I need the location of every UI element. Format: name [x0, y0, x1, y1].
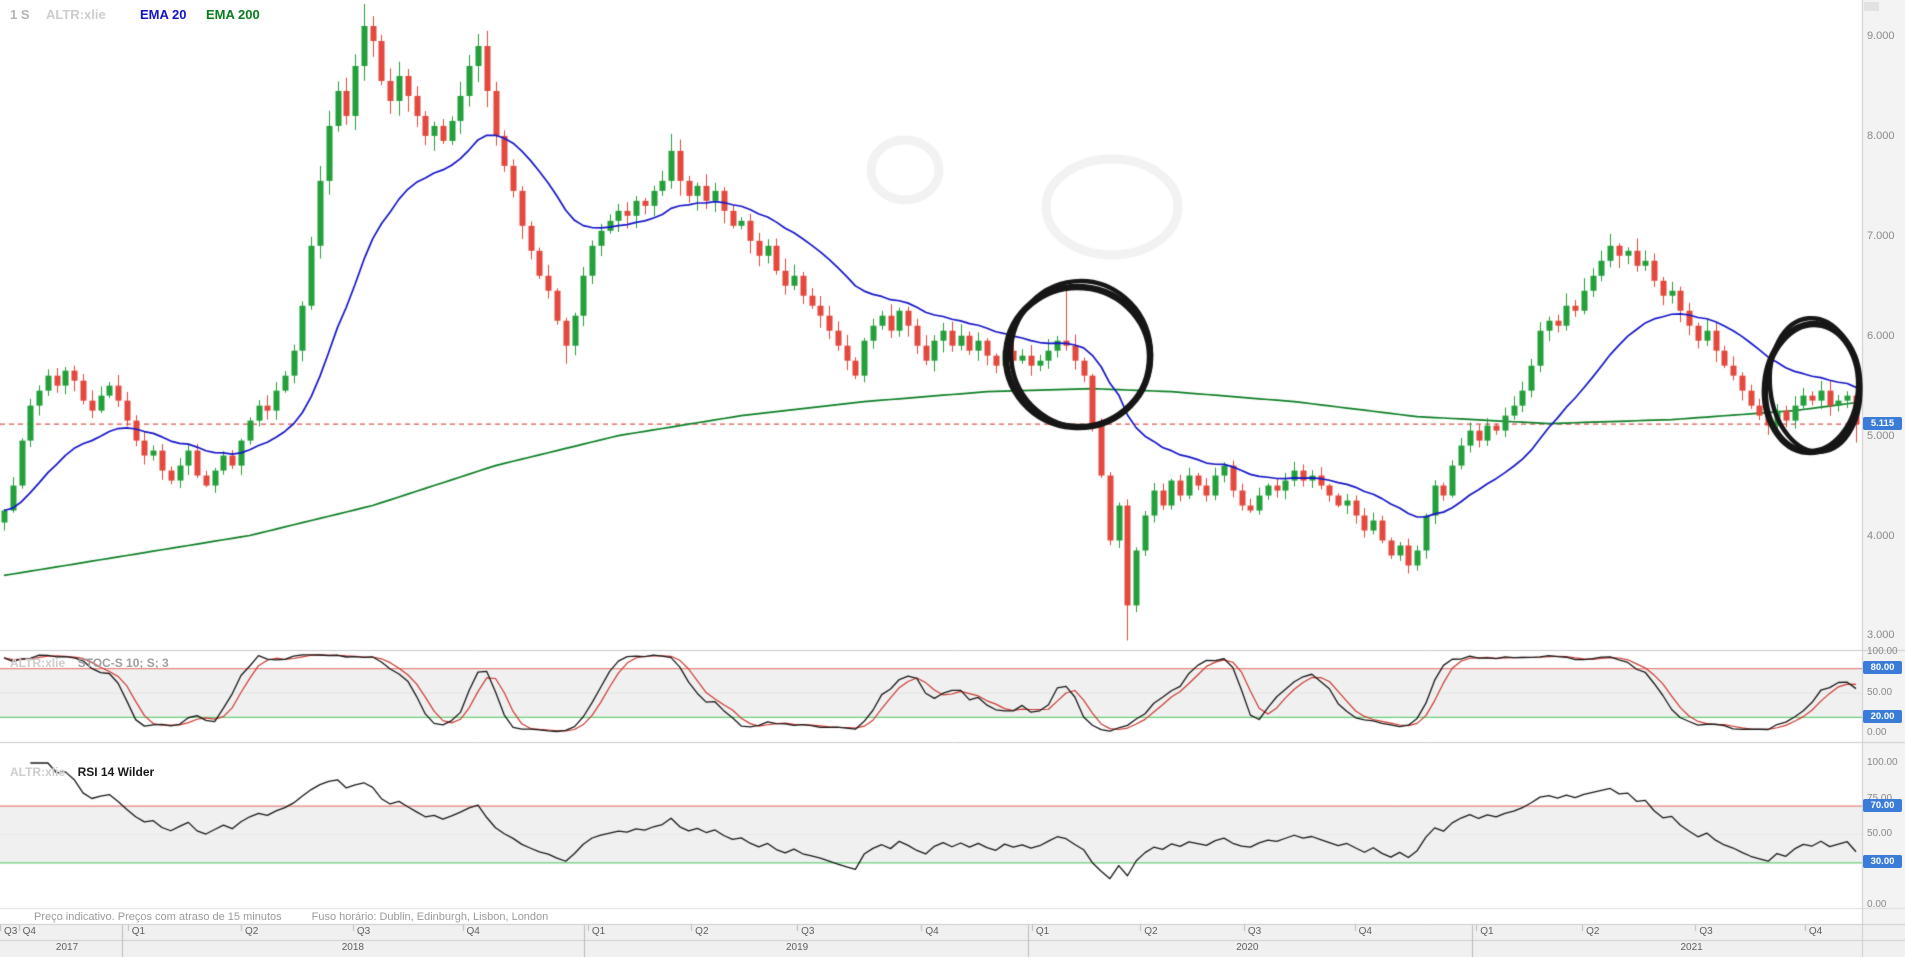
chart-header: 1 S ALTR:xlie EMA 20 EMA 200 — [0, 7, 1905, 25]
status-delay-text: Preço indicativo. Preços com atraso de 1… — [34, 910, 282, 923]
axis-corner-button[interactable] — [1864, 2, 1879, 11]
time-axis[interactable] — [0, 924, 1862, 957]
status-bar: Preço indicativo. Preços com atraso de 1… — [34, 909, 548, 924]
status-timezone-text: Fuso horário: Dublin, Edinburgh, Lisbon,… — [311, 910, 549, 923]
symbol-watermark: ALTR:xlie — [46, 7, 106, 22]
price-axis[interactable] — [1862, 0, 1905, 924]
rsi-panel-label: ALTR:xlie RSI 14 Wilder — [10, 763, 155, 779]
stoch-panel-label: ALTR:xlie STOC-S 10; S; 3 — [10, 654, 169, 670]
stoch-indicator-label[interactable]: STOC-S 10; S; 3 — [77, 656, 169, 670]
timeframe-label: 1 S — [10, 7, 30, 22]
rsi-symbol-watermark: ALTR:xlie — [10, 765, 66, 779]
stoch-symbol-watermark: ALTR:xlie — [10, 656, 66, 670]
last-price-badge: 5.115 — [1863, 417, 1902, 431]
rsi-indicator-label[interactable]: RSI 14 Wilder — [77, 765, 155, 779]
ema20-legend[interactable]: EMA 20 — [140, 7, 187, 22]
ema200-legend[interactable]: EMA 200 — [206, 7, 260, 22]
